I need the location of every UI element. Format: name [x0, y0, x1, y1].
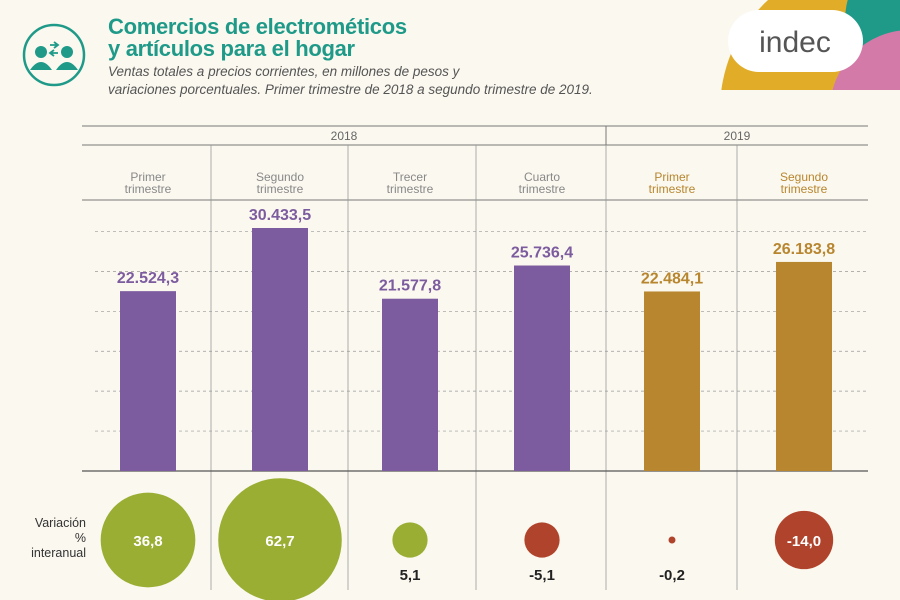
quarter-label: Segundo [256, 170, 304, 184]
bar-value-label: 22.524,3 [117, 270, 179, 287]
quarter-label: Primer [130, 170, 165, 184]
quarter-label: Primer [654, 170, 689, 184]
bar-value-label: 22.484,1 [641, 270, 703, 287]
bar [120, 291, 176, 471]
page-title: Comercios de electrométicos y artículos … [108, 16, 407, 60]
bar [382, 298, 438, 471]
variation-value: 62,7 [265, 533, 294, 550]
bar-value-label: 26.183,8 [773, 241, 835, 258]
variation-bubble [668, 536, 676, 544]
people-exchange-icon [22, 23, 86, 92]
quarter-label: trimestre [257, 182, 304, 196]
svg-text:indec: indec [759, 26, 831, 59]
variation-bubble [100, 492, 196, 588]
variation-value: 5,1 [400, 567, 421, 584]
subtitle-line-1: Ventas totales a precios corrientes, en … [108, 64, 460, 79]
variation-value: 36,8 [133, 533, 162, 550]
quarter-label: trimestre [781, 182, 828, 196]
quarter-label: trimestre [649, 182, 696, 196]
subtitle: Ventas totales a precios corrientes, en … [108, 63, 593, 99]
title-line-2: y artículos para el hogar [108, 36, 355, 61]
bar [252, 228, 308, 471]
variation-label: interanual [31, 546, 86, 560]
variation-bubble [524, 522, 560, 558]
variation-bubble [218, 478, 342, 600]
variation-label: Variación [35, 516, 86, 530]
quarter-label: Trecer [393, 170, 427, 184]
quarter-label: trimestre [519, 182, 566, 196]
variation-value: -14,0 [787, 533, 821, 550]
bar [514, 265, 570, 471]
bar-value-label: 30.433,5 [249, 207, 311, 224]
variation-label: % [75, 531, 86, 545]
bar [644, 291, 700, 471]
bar-value-label: 25.736,4 [511, 245, 573, 262]
quarter-label: Segundo [780, 170, 828, 184]
variation-value: -5,1 [529, 567, 555, 584]
quarter-label: trimestre [387, 182, 434, 196]
variation-value: -0,2 [659, 567, 685, 584]
subtitle-line-2: variaciones porcentuales. Primer trimest… [108, 82, 593, 97]
bar-value-label: 21.577,8 [379, 278, 441, 295]
bar [776, 261, 832, 471]
year-label: 2019 [724, 129, 751, 143]
quarter-label: trimestre [125, 182, 172, 196]
title-line-1: Comercios de electrométicos [108, 14, 407, 39]
variation-bubble [392, 522, 428, 558]
year-label: 2018 [331, 129, 358, 143]
quarter-label: Cuarto [524, 170, 560, 184]
variation-bubble [774, 510, 834, 570]
